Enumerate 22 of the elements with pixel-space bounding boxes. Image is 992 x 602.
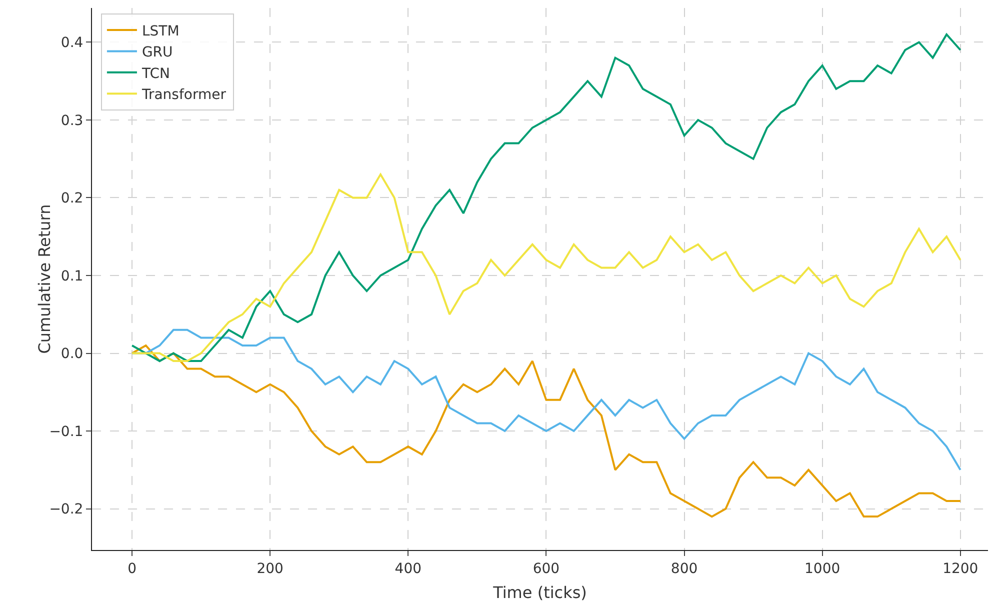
- y-tick-label: 0.2: [60, 190, 84, 207]
- y-tick-label: 0.4: [60, 35, 84, 52]
- y-tick-label: −0.1: [49, 424, 84, 440]
- y-tick-label: 0.1: [60, 268, 84, 284]
- x-tick-label: 0: [128, 560, 136, 577]
- x-tick-label: 1200: [942, 560, 978, 577]
- y-axis-title: Cumulative Return: [35, 204, 54, 354]
- legend-label: Transformer: [140, 87, 226, 104]
- y-tick-label: −0.2: [49, 502, 84, 518]
- x-tick-label: 800: [670, 560, 698, 577]
- line-series: [131, 344, 962, 518]
- x-axis-title: Time (ticks): [492, 583, 587, 602]
- x-tick-label: 200: [256, 560, 284, 577]
- legend-label: GRU: [142, 44, 173, 61]
- line-series: [131, 173, 962, 362]
- x-tick-label: 400: [394, 560, 422, 577]
- x-tick-label: 1000: [804, 560, 840, 577]
- legend-label: TCN: [140, 66, 170, 82]
- x-tick-label: 600: [532, 560, 560, 577]
- y-tick-label: 0.3: [60, 112, 84, 129]
- legend-label: LSTM: [142, 23, 180, 40]
- y-tick-label: 0.0: [60, 346, 84, 362]
